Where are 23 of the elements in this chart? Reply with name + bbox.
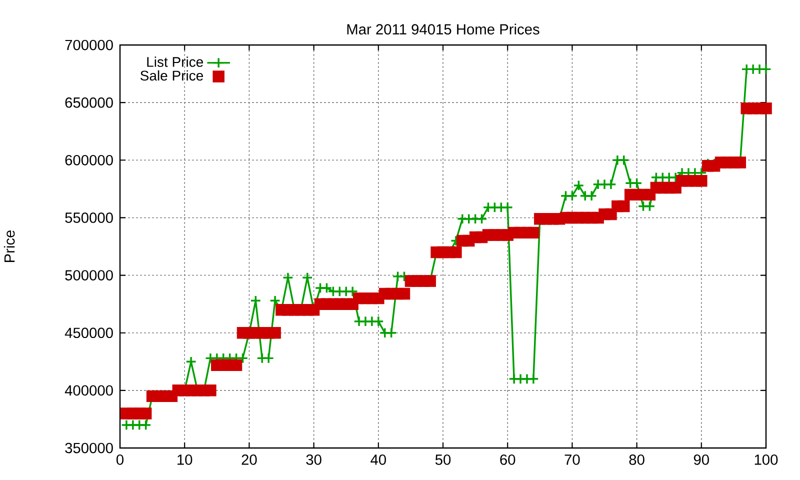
y-tick-label: 700000	[65, 40, 113, 50]
y-tick-label: 500000	[65, 270, 113, 280]
x-tick-label: 40	[370, 454, 386, 465]
x-tick-label: 100	[754, 454, 778, 465]
y-tick-label: 400000	[64, 385, 113, 396]
x-tick-label: 80	[629, 454, 644, 465]
x-tick-label: 30	[306, 454, 322, 465]
x-tick-label: 70	[564, 454, 580, 465]
x-tick-label: 0	[116, 454, 124, 465]
y-tick-label: 650000	[65, 97, 113, 108]
chart-title: Mar 2011 94015 Home Prices	[347, 24, 540, 35]
x-tick-label: 50	[435, 454, 451, 465]
legend-label: List Price	[147, 56, 204, 67]
y-tick-label: 600000	[65, 154, 113, 166]
x-tick-label: 60	[500, 454, 516, 465]
x-tick-label: 90	[694, 454, 709, 465]
y-axis-title: Price	[4, 230, 15, 262]
legend-label: Sale Price	[140, 70, 204, 81]
x-tick-label: 10	[178, 454, 192, 465]
y-tick-label: 550000	[65, 212, 113, 223]
x-tick-label: 20	[242, 454, 257, 465]
y-tick-label: 350000	[65, 442, 113, 454]
y-tick-label: 450000	[64, 328, 113, 338]
